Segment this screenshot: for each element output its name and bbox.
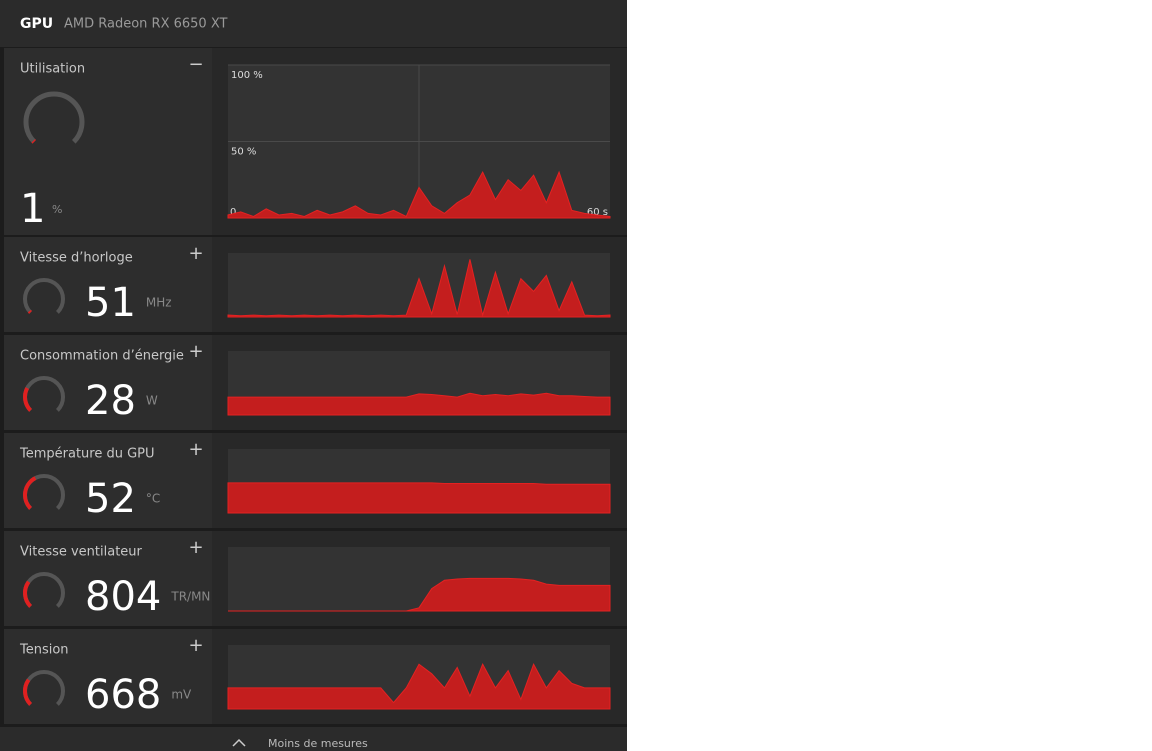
expand-toggle[interactable]: + xyxy=(188,635,203,656)
metric-title: Température du GPU xyxy=(19,447,155,462)
expand-toggle[interactable]: + xyxy=(188,537,203,558)
expand-toggle[interactable]: + xyxy=(188,341,203,362)
header-bar xyxy=(0,0,627,47)
y-tick-label: 100 % xyxy=(231,70,263,81)
card-left xyxy=(4,335,212,430)
gauge-fill xyxy=(23,387,33,412)
metric-unit: W xyxy=(146,394,158,408)
card-left xyxy=(4,237,212,332)
card-left xyxy=(4,433,212,528)
header-subtitle: AMD Radeon RX 6650 XT xyxy=(64,17,228,32)
gauge-track xyxy=(23,278,65,314)
usage-area xyxy=(227,662,611,710)
metric-title: Tension xyxy=(19,643,69,658)
usage-area xyxy=(227,170,611,219)
header-title: GPU xyxy=(20,16,53,32)
expand-toggle[interactable]: + xyxy=(188,243,203,264)
card-left xyxy=(4,48,212,235)
metric-title: Consommation d’énergie xyxy=(20,349,184,364)
metric-value: 52 xyxy=(85,476,136,522)
gauge-fill xyxy=(23,476,37,510)
gauge-fill xyxy=(23,580,33,608)
metric-unit: mV xyxy=(171,688,192,702)
collapse-button[interactable]: Moins de mesures xyxy=(268,737,368,750)
usage-area xyxy=(228,577,611,612)
metric-value: 1 xyxy=(20,186,45,232)
gauge-fill xyxy=(27,309,32,314)
metric-title: Vitesse d’horloge xyxy=(20,251,133,266)
metric-unit: % xyxy=(52,203,62,216)
metric-value: 668 xyxy=(85,672,161,718)
card-left xyxy=(4,629,212,724)
collapse-icon[interactable] xyxy=(232,738,246,747)
expand-toggle[interactable]: + xyxy=(188,439,203,460)
usage-area xyxy=(227,482,611,514)
gauge-fill xyxy=(23,678,33,706)
metric-value: 804 xyxy=(85,574,161,620)
gauge-fill xyxy=(31,139,36,144)
metric-unit: TR/MN xyxy=(170,590,210,604)
metric-value: 28 xyxy=(85,378,136,424)
metric-title: Utilisation xyxy=(20,62,85,77)
expand-toggle[interactable]: − xyxy=(188,54,203,75)
x-tick-label: 60 s xyxy=(587,207,608,218)
metric-title: Vitesse ventilateur xyxy=(20,545,143,560)
x-tick-label: 0 xyxy=(230,207,236,218)
gauge-track xyxy=(23,91,85,144)
y-tick-label: 50 % xyxy=(231,147,256,158)
card-left xyxy=(4,531,212,626)
usage-area xyxy=(227,392,611,416)
metric-value: 51 xyxy=(85,280,136,326)
metric-unit: °C xyxy=(146,492,160,506)
usage-area xyxy=(227,259,611,318)
footer-bar[interactable] xyxy=(0,727,627,751)
metric-unit: MHz xyxy=(146,296,172,310)
